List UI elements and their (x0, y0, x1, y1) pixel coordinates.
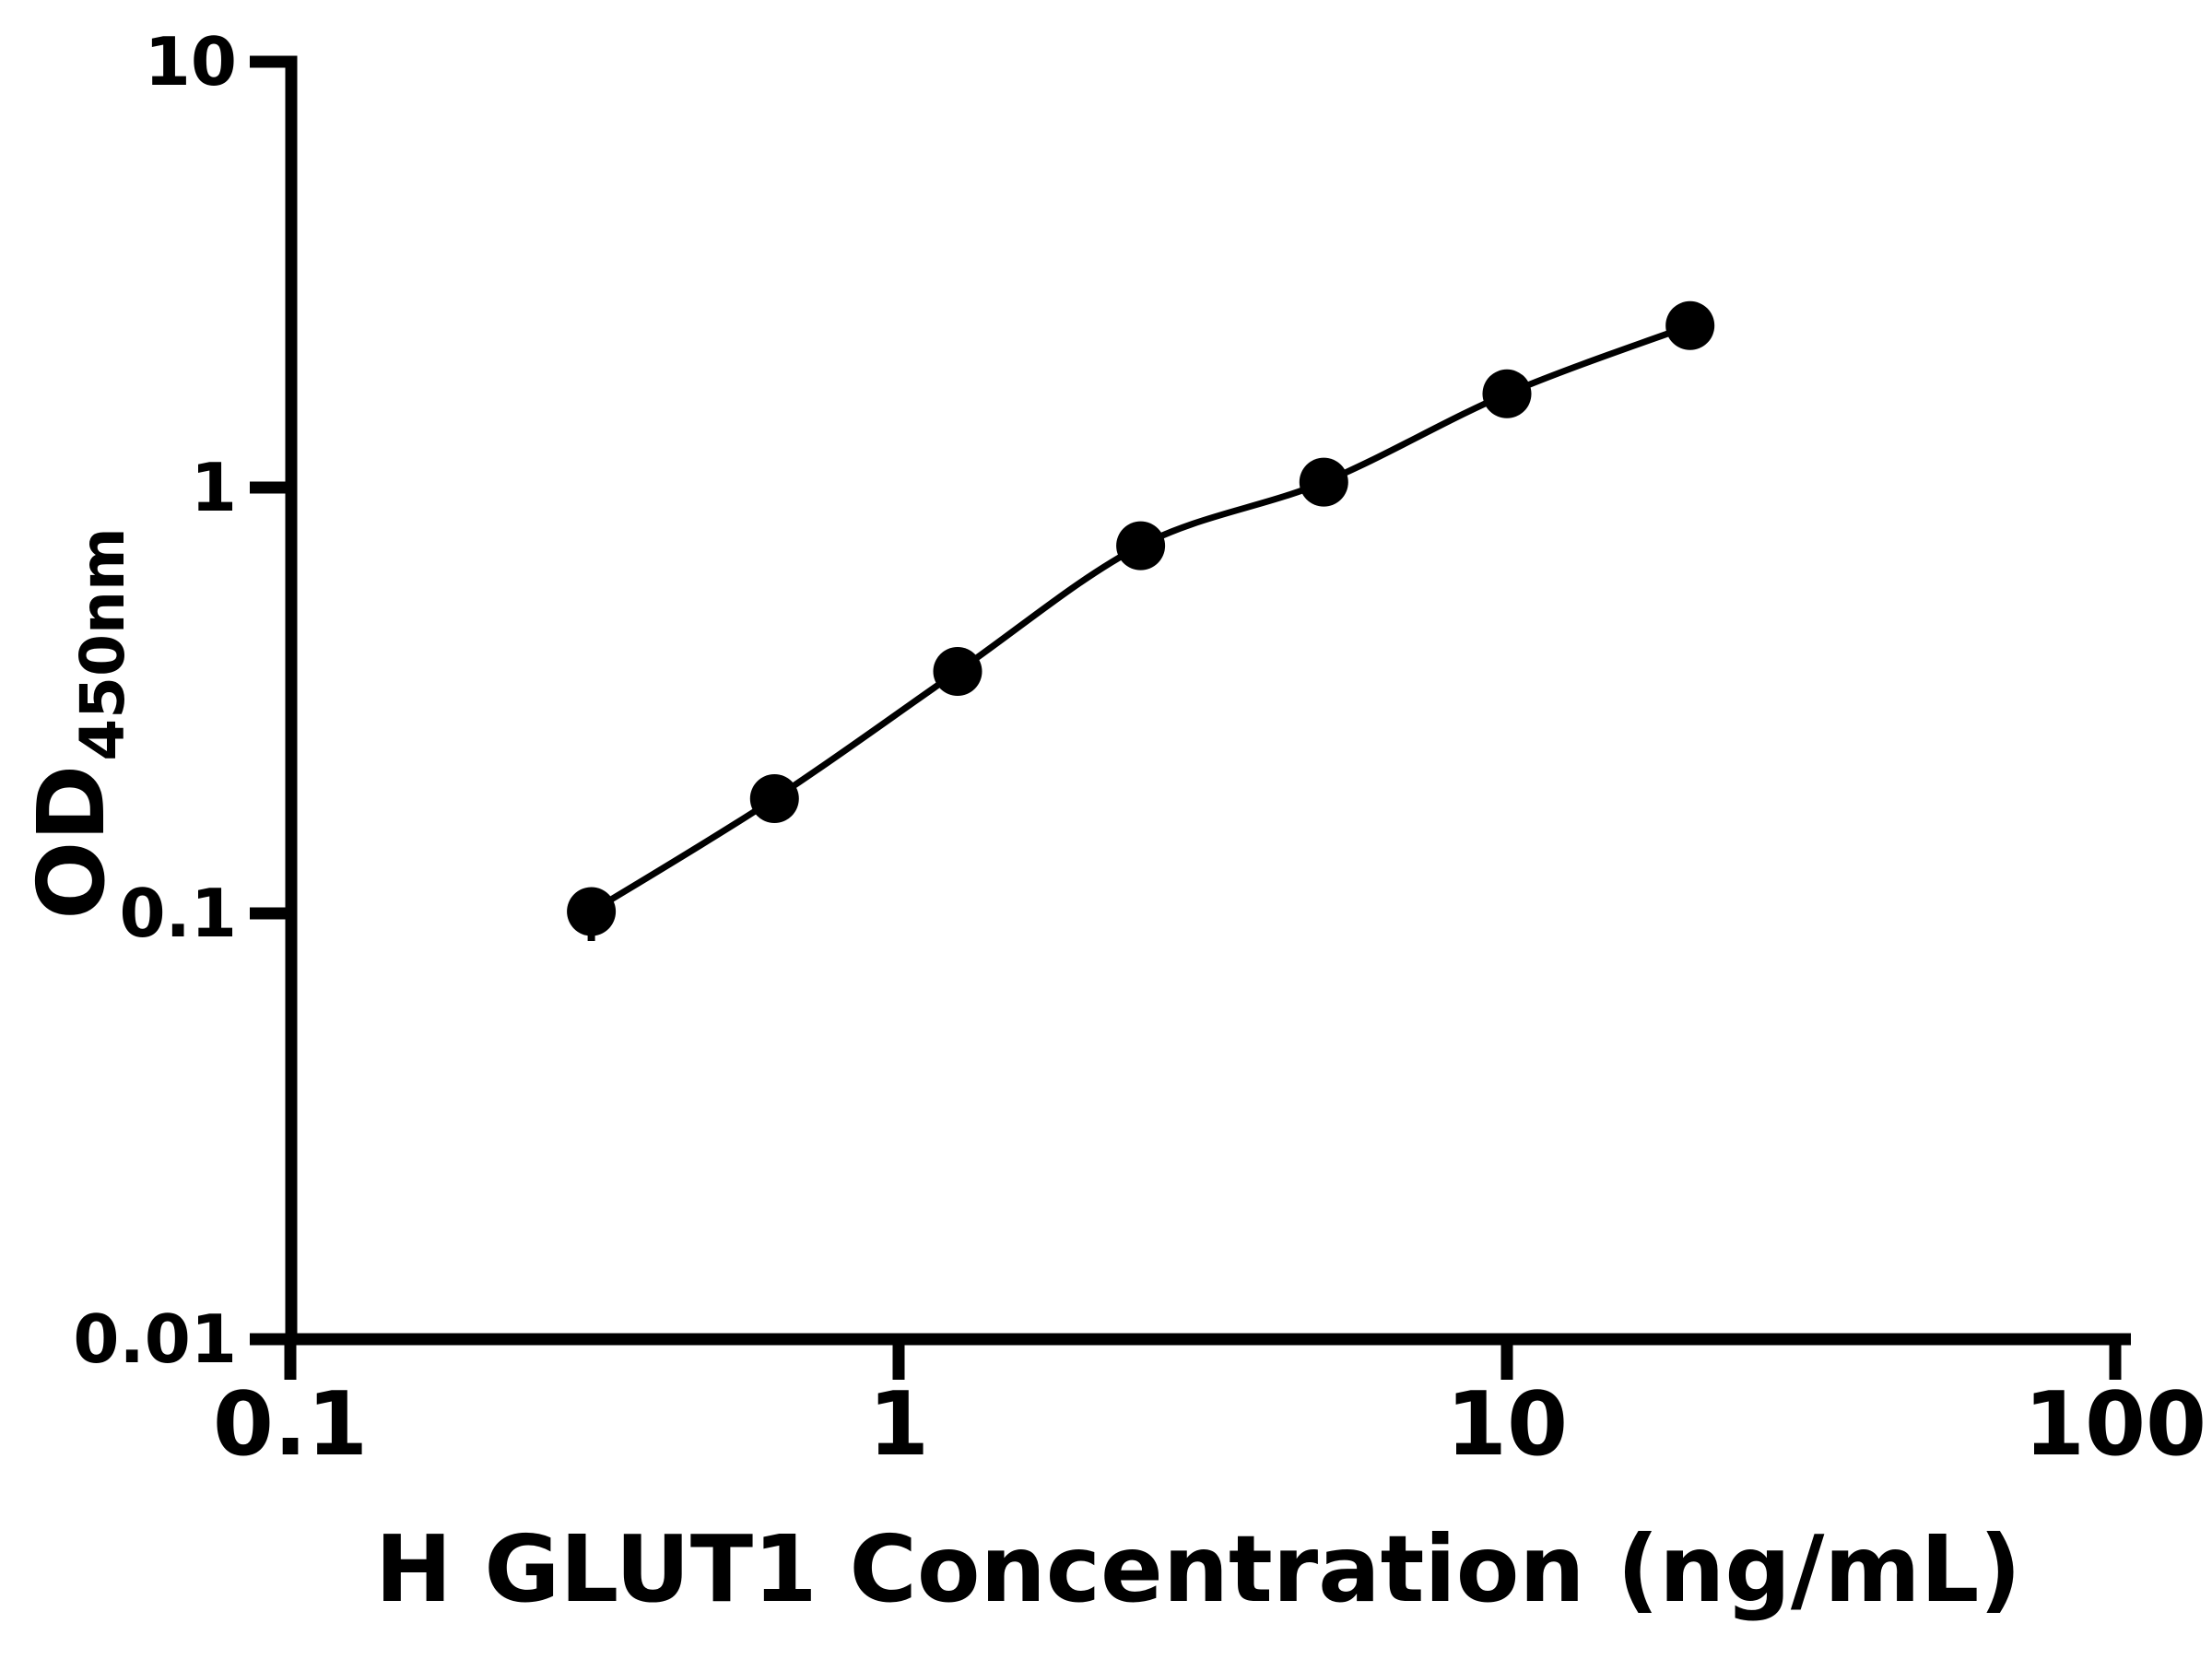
x-axis-title: H GLUT1 Concentration (ng/mL) (375, 1515, 2021, 1623)
x-tick-label: 0.1 (213, 1374, 368, 1476)
y-axis-title-sub: 450nm (67, 527, 138, 761)
data-point (1299, 457, 1348, 507)
y-axis-title-main: OD (18, 765, 125, 920)
data-point (933, 647, 982, 696)
y-tick-label: 10 (145, 23, 237, 100)
data-point (567, 887, 617, 936)
y-axis-title: OD450nm (18, 527, 138, 920)
x-tick-label: 100 (2024, 1374, 2206, 1476)
data-point (749, 774, 799, 823)
fit-curve (589, 323, 1691, 914)
y-tick-label: 0.1 (119, 875, 237, 952)
y-tick-label: 0.01 (73, 1300, 237, 1378)
data-point (1665, 300, 1715, 350)
data-point (1482, 369, 1532, 418)
x-tick-label: 10 (1446, 1374, 1568, 1476)
x-tick-label: 1 (868, 1374, 929, 1476)
data-point (1116, 521, 1166, 571)
y-tick-label: 1 (191, 449, 237, 526)
